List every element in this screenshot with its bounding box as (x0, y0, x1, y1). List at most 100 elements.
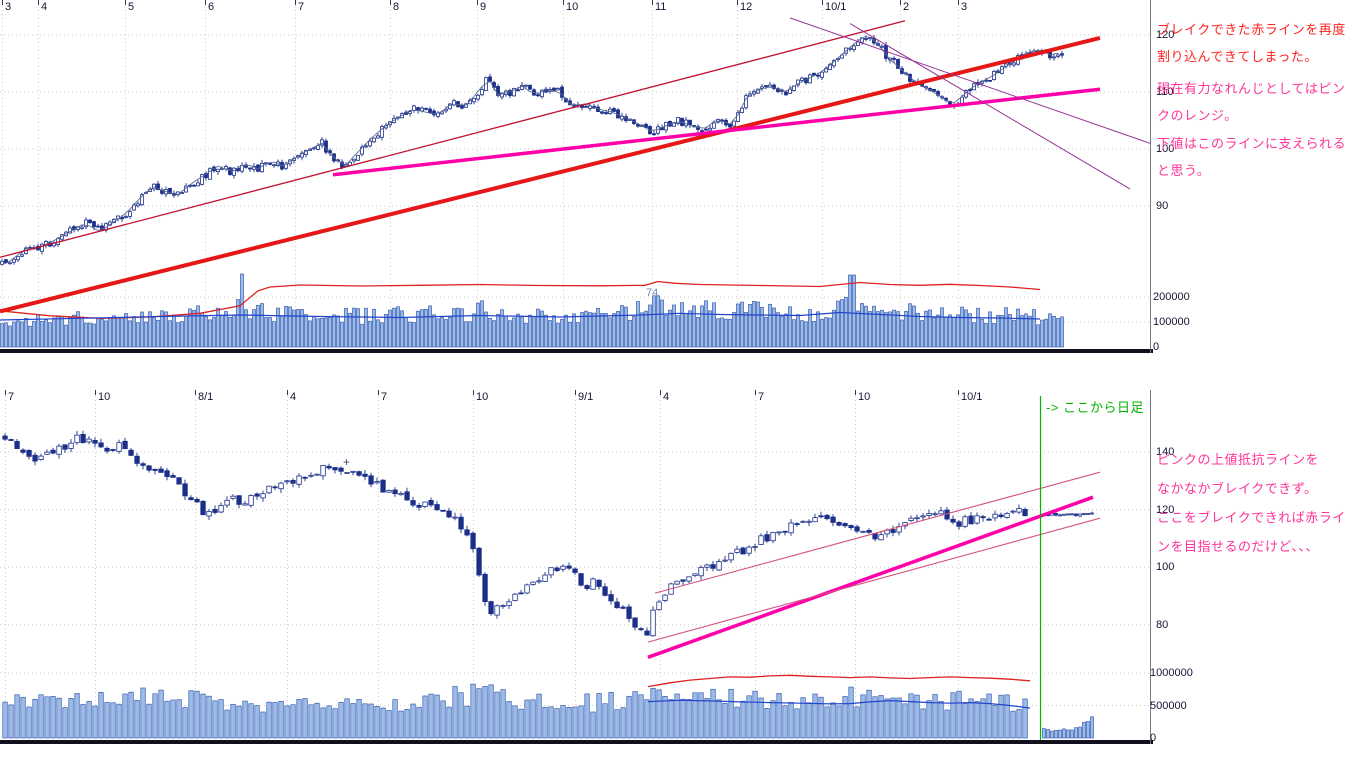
volume-bar (116, 703, 122, 739)
candle-body (992, 513, 998, 519)
candle-body (356, 154, 360, 161)
volume-bar (224, 709, 230, 739)
candle-body (688, 119, 692, 126)
volume-bar (520, 316, 524, 348)
volume-bar (264, 317, 268, 348)
volume-bar (680, 302, 684, 348)
volume-bar (128, 691, 134, 739)
volume-bar (476, 688, 482, 739)
price-tick-label: 90 (1156, 200, 1169, 212)
candle-body (200, 500, 206, 516)
volume-bar (296, 699, 302, 739)
candle-body (644, 124, 648, 128)
candle-body (950, 518, 956, 523)
volume-bar (32, 321, 36, 348)
candle-body (376, 135, 380, 139)
volume-bar (116, 317, 120, 348)
volume-bar (560, 705, 566, 739)
volume-bar (228, 316, 232, 348)
volume-bar (576, 322, 580, 348)
candle-body (608, 594, 614, 602)
volume-bar (1028, 315, 1032, 348)
volume-bar (1020, 315, 1024, 348)
candle-body (710, 564, 716, 569)
volume-bar (136, 322, 140, 348)
candle-body (192, 184, 196, 187)
volume-bar (146, 703, 152, 739)
volume-bar (732, 312, 736, 348)
volume-bar (12, 321, 16, 348)
volume-bar (828, 317, 832, 348)
volume-bar (644, 699, 650, 739)
candle-body (1052, 56, 1056, 59)
volume-bar (584, 310, 588, 348)
volume-bar (770, 700, 776, 739)
volume-bar (656, 295, 660, 348)
candle-body (432, 110, 436, 116)
volume-bar (536, 308, 540, 348)
candle-body (98, 442, 104, 448)
candle-body (812, 72, 816, 76)
volume-bar (168, 320, 172, 348)
volume-bar (362, 703, 368, 739)
volume-bar (140, 687, 146, 739)
volume-bar (284, 306, 288, 348)
volume-bar (648, 304, 652, 348)
volume-bar (696, 316, 700, 348)
candle-body (296, 475, 302, 485)
candle-body (32, 454, 38, 462)
candle-body (92, 440, 98, 444)
candle-body (716, 561, 722, 571)
candle-body (926, 513, 932, 516)
volume-bar (700, 305, 704, 348)
candle-body (1090, 512, 1094, 515)
volume-bar (132, 316, 136, 348)
volume-bar (380, 707, 386, 739)
candle-body (1078, 513, 1082, 517)
candle-body (308, 474, 314, 477)
candle-body (878, 534, 884, 541)
candle-body (672, 122, 676, 127)
volume-bar (314, 702, 320, 739)
volume-bar (660, 299, 664, 348)
volume-bar (1004, 307, 1008, 348)
volume-bar (716, 318, 720, 348)
volume-bar (836, 705, 842, 739)
candle-body (758, 535, 764, 545)
candle-body (416, 505, 422, 508)
candle-body (772, 84, 776, 89)
candle-body (496, 86, 500, 96)
volume-bar (62, 707, 68, 739)
volume-tick-label: 200000 (1153, 291, 1190, 303)
annotation-text-line: クのレンジ。 (1157, 108, 1238, 123)
volume-bar (1024, 313, 1028, 348)
candle-body (842, 523, 848, 527)
volume-bar (72, 314, 76, 348)
volume-bar (844, 296, 848, 348)
candle-body (458, 516, 464, 530)
candle-body (674, 580, 680, 585)
candle-body (452, 516, 458, 519)
volume-bar (608, 317, 612, 348)
candle-body (236, 167, 240, 172)
volume-bar (110, 702, 116, 739)
volume-bar (592, 312, 596, 348)
volume-bar (320, 707, 326, 739)
candle-body (452, 100, 456, 106)
candle-body (962, 516, 968, 527)
candle-body (784, 91, 788, 96)
lower-candlestick-chart: + (0, 390, 1153, 744)
volume-bar (768, 303, 772, 348)
volume-bar (728, 688, 734, 739)
volume-bar (404, 317, 408, 348)
candle-body (584, 105, 588, 108)
candle-body (268, 162, 272, 165)
volume-bar (260, 711, 266, 739)
volume-bar (352, 307, 356, 348)
candle-body (880, 45, 884, 48)
candle-body (764, 534, 770, 542)
volume-bar (2, 701, 8, 739)
candle-body (708, 127, 712, 131)
volume-bar (356, 308, 360, 348)
